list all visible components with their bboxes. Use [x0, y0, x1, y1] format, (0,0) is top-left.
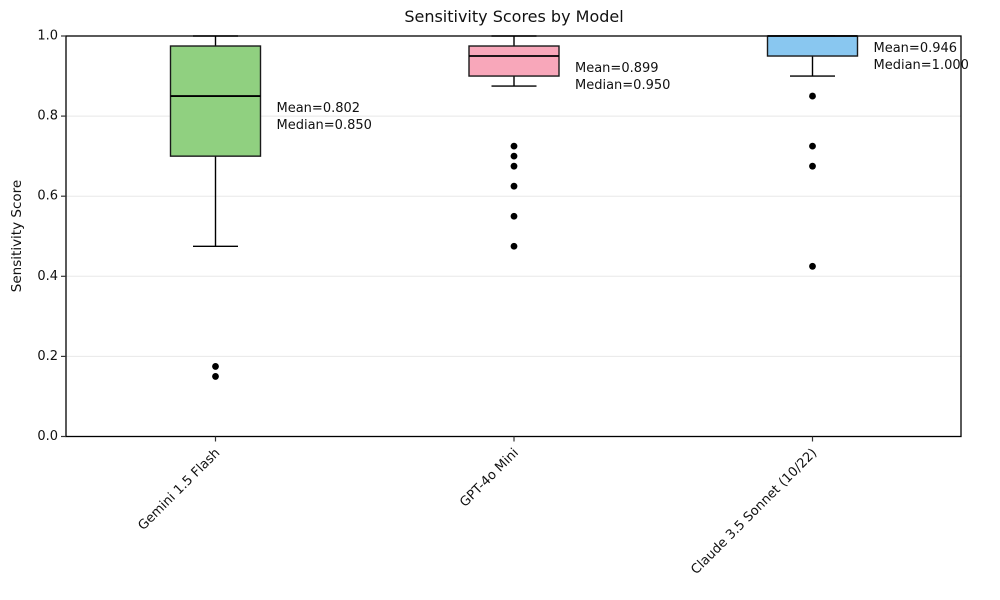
- x-tick-label: Claude 3.5 Sonnet (10/22): [688, 446, 820, 578]
- box-3: [766, 35, 859, 57]
- y-tick-label: 0.2: [37, 349, 58, 364]
- outlier-point: [809, 162, 816, 170]
- outlier-point: [510, 242, 518, 250]
- x-tick-label: Gemini 1.5 Flash: [135, 446, 223, 534]
- annotation-mean: Mean=0.946: [873, 41, 958, 56]
- x-tick-label: GPT-4o Mini: [457, 446, 522, 511]
- annotation-median: Median=0.950: [575, 78, 671, 94]
- y-tick-label: 0.6: [37, 189, 58, 204]
- stats-annotation: Mean=0.802 Median=0.850: [277, 100, 372, 134]
- stats-annotation: Mean=0.899 Median=0.950: [575, 60, 670, 94]
- outlier-point: [212, 363, 219, 370]
- outlier-point: [809, 262, 816, 270]
- box-2: [468, 45, 560, 77]
- outlier-point: [510, 212, 518, 220]
- outlier-point: [510, 162, 518, 170]
- outlier-point: [510, 142, 518, 150]
- annotation-median: Median=0.850: [276, 118, 372, 134]
- chart-title: Sensitivity Scores by Model: [404, 7, 624, 26]
- outlier-point: [510, 182, 518, 190]
- annotation-median: Median=1.000: [873, 58, 969, 73]
- outlier-point: [809, 92, 816, 100]
- y-tick-label: 1.0: [37, 29, 58, 44]
- annotation-mean: Mean=0.802: [276, 101, 361, 117]
- outlier-point: [510, 152, 518, 160]
- y-tick-label: 0.4: [37, 269, 58, 284]
- stats-annotation: Mean=0.946 Median=1.000: [874, 40, 969, 74]
- y-tick-label: 0.8: [37, 109, 58, 124]
- y-tick-label: 0.0: [37, 429, 58, 444]
- outlier-point: [809, 142, 816, 150]
- y-axis-label: Sensitivity Score: [9, 179, 25, 293]
- annotation-mean: Mean=0.899: [575, 61, 659, 77]
- outlier-point: [212, 373, 219, 380]
- box-1: [169, 45, 262, 157]
